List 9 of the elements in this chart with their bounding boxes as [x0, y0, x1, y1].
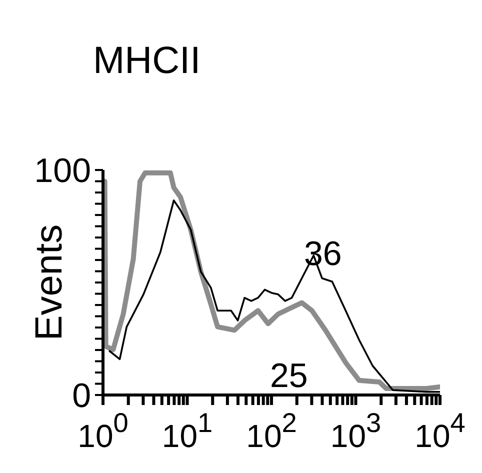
x-tick-label: 10$^{1}$: [162, 406, 213, 454]
x-tick-label: 10$^{2}$: [246, 406, 297, 454]
x-tick-label: 10$^{4}$: [414, 406, 466, 454]
chart-title: MHCII: [93, 40, 201, 83]
annotation: 25: [270, 357, 308, 395]
y-tick-label: 100: [34, 152, 91, 190]
annotation: 36: [304, 235, 342, 273]
y-axis-title: Events: [28, 224, 70, 341]
x-tick-label: 10$^{3}$: [330, 406, 382, 454]
